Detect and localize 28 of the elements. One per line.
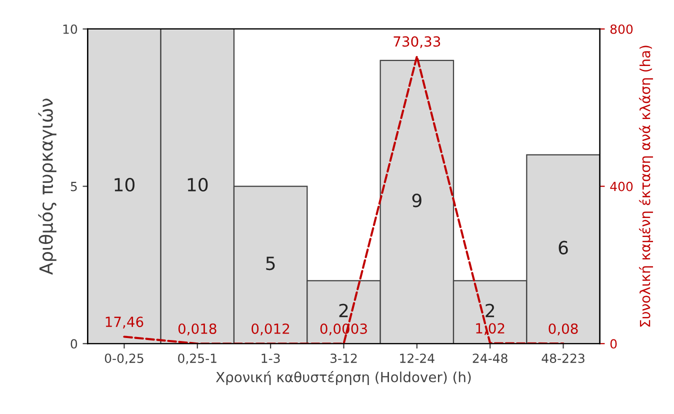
x-axis-title: Χρονική καθυστέρηση (Holdover) (h) (216, 370, 471, 385)
data-label: 730,33 (394, 36, 440, 48)
y2-tick-label: 800 (610, 24, 633, 34)
data-label: 17,46 (106, 316, 144, 329)
y-tick-label: 0 (70, 339, 78, 349)
y-tick-label: 10 (63, 24, 78, 34)
y-axis-title: Αριθμός πυρκαγιών (38, 98, 56, 275)
data-label: 2 (339, 304, 348, 318)
y2-tick-label: 400 (610, 182, 633, 192)
data-label: 0,018 (178, 323, 216, 336)
y2-axis-title: Συνολική καμένη έκταση ανά κλάση (ha) (638, 46, 653, 327)
data-label: 6 (558, 240, 568, 254)
data-label: 0,08 (548, 323, 578, 336)
x-tick-label: 12-24 (400, 354, 434, 363)
x-tick-label: 48-223 (542, 354, 584, 364)
x-tick-label: 3-12 (330, 354, 357, 364)
x-tick-label: 1-3 (262, 354, 280, 364)
y-tick-label: 5 (70, 182, 77, 192)
data-label: 9 (412, 194, 422, 208)
data-label: 10 (114, 178, 134, 192)
data-label: 5 (266, 256, 275, 270)
x-tick-label: 0,25-1 (178, 354, 216, 364)
data-label: 2 (486, 304, 494, 318)
y2-tick-label: 0 (610, 339, 617, 349)
data-label: 10 (188, 178, 208, 192)
x-tick-label: 0-0,25 (104, 354, 144, 364)
data-label: 0,012 (252, 323, 290, 336)
x-tick-label: 24-48 (472, 354, 508, 364)
